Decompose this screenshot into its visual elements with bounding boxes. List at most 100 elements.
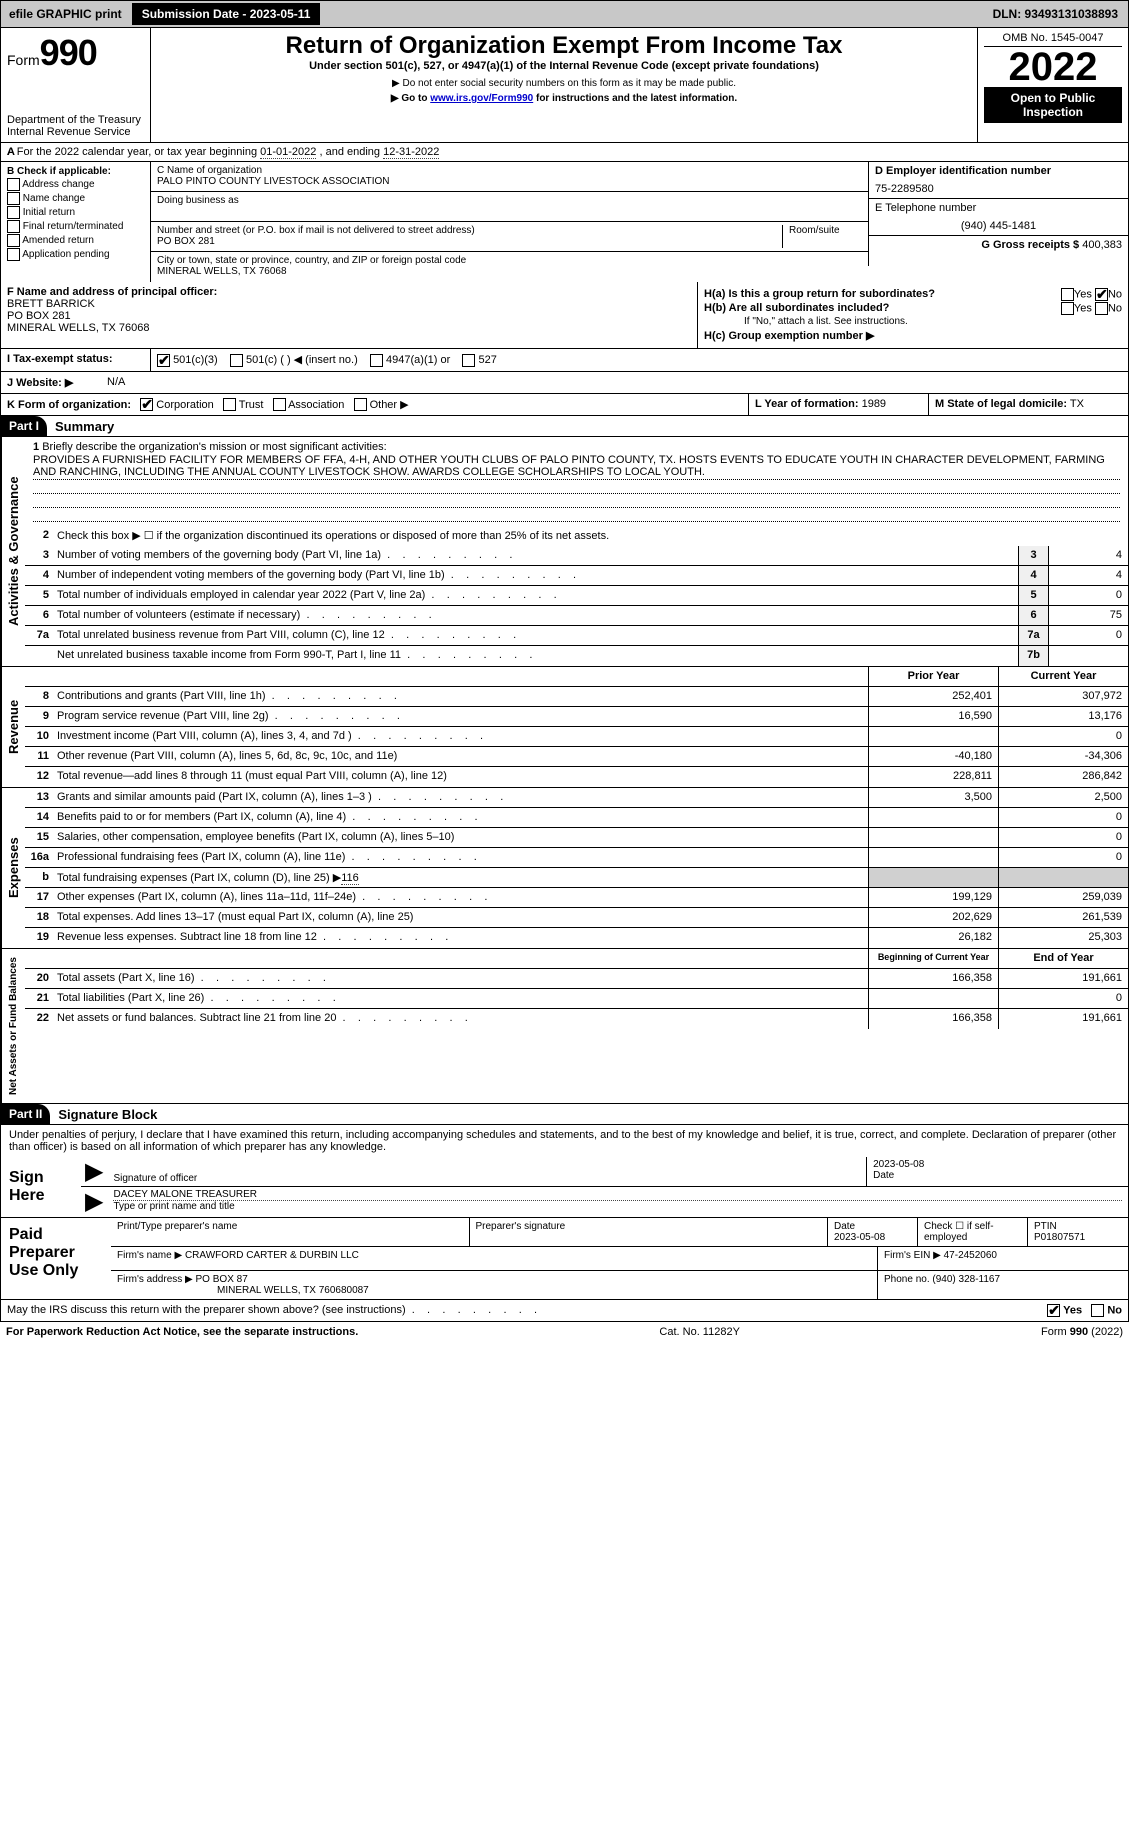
prep-sig-label: Preparer's signature [470,1218,829,1246]
check-527[interactable] [462,354,475,367]
check-other[interactable] [354,398,367,411]
room-label: Room/suite [789,225,862,236]
officer-name: BRETT BARRICK [7,298,691,310]
org-info-grid: B Check if applicable: Address change Na… [0,162,1129,282]
mission-box: 1 Briefly describe the organization's mi… [25,437,1128,526]
check-final-return[interactable]: Final return/terminated [7,220,144,233]
line6: Total number of volunteers (estimate if … [53,606,1018,625]
line4-val: 4 [1048,566,1128,585]
paid-preparer-block: Paid Preparer Use Only Print/Type prepar… [0,1218,1129,1300]
signer-name-label: Type or print name and title [113,1201,1122,1212]
addr-label: Number and street (or P.O. box if mail i… [157,225,782,236]
discuss-yes-check[interactable] [1047,1304,1060,1317]
part1-header: Part I Summary [0,416,1129,437]
line10: Investment income (Part VIII, column (A)… [53,727,868,746]
check-501c3[interactable] [157,354,170,367]
officer-addr1: PO BOX 281 [7,310,691,322]
line17: Other expenses (Part IX, column (A), lin… [53,888,868,907]
check-501c[interactable] [230,354,243,367]
line11: Other revenue (Part VIII, column (A), li… [53,747,868,766]
firm-addr2: MINERAL WELLS, TX 760680087 [217,1285,369,1296]
dept-treasury: Department of the Treasury [7,114,144,126]
check-amended[interactable]: Amended return [7,234,144,247]
firm-addr: PO BOX 87 [196,1274,248,1285]
ssn-warning: ▶ Do not enter social security numbers o… [157,78,971,89]
declaration: Under penalties of perjury, I declare th… [0,1125,1129,1157]
open-public-badge: Open to Public Inspection [984,87,1122,123]
paperwork-notice: For Paperwork Reduction Act Notice, see … [6,1326,358,1338]
col-prior: Prior Year [868,667,998,686]
instructions-link[interactable]: www.irs.gov/Form990 [430,93,533,104]
efile-label: efile GRAPHIC print [3,7,128,21]
netassets-block: Net Assets or Fund Balances Beginning of… [0,949,1129,1104]
form-number: Form990 [7,32,144,74]
check-app-pending[interactable]: Application pending [7,248,144,261]
website-value: N/A [101,372,1128,393]
hb-note: If "No," attach a list. See instructions… [704,316,1122,327]
preparer-label: Paid Preparer Use Only [1,1218,111,1299]
form-footer: Form 990 (2022) [1041,1326,1123,1338]
line18: Total expenses. Add lines 13–17 (must eq… [53,908,868,927]
check-name-change[interactable]: Name change [7,192,144,205]
city-value: MINERAL WELLS, TX 76068 [157,266,862,277]
revenue-block: Revenue Prior YearCurrent Year 8Contribu… [0,667,1129,788]
officer-h-section: F Name and address of principal officer:… [0,282,1129,349]
tab-activities-governance: Activities & Governance [1,437,25,666]
expenses-block: Expenses 13Grants and similar amounts pa… [0,788,1129,949]
bottom-row: For Paperwork Reduction Act Notice, see … [0,1322,1129,1342]
part2-header: Part II Signature Block [0,1104,1129,1125]
ha-yes-check[interactable] [1061,288,1074,301]
check-corp[interactable] [140,398,153,411]
line13: Grants and similar amounts paid (Part IX… [53,788,868,807]
line7a-val: 0 [1048,626,1128,645]
line20: Total assets (Part X, line 16) [53,969,868,988]
instructions-line: ▶ Go to www.irs.gov/Form990 for instruct… [157,93,971,104]
line5: Total number of individuals employed in … [53,586,1018,605]
website-row: J Website: ▶ N/A [0,372,1129,394]
check-4947[interactable] [370,354,383,367]
phone-label: E Telephone number [875,202,1122,214]
year-formation: 1989 [862,398,886,410]
tax-status-row: I Tax-exempt status: 501(c)(3) 501(c) ( … [0,349,1129,372]
line8: Contributions and grants (Part VIII, lin… [53,687,868,706]
check-assoc[interactable] [273,398,286,411]
discuss-no-check[interactable] [1091,1304,1104,1317]
hb-no-check[interactable] [1095,302,1108,315]
sig-officer-label: Signature of officer [113,1173,860,1184]
prep-date: 2023-05-08 [834,1232,885,1243]
prep-name-label: Print/Type preparer's name [111,1218,470,1246]
line9: Program service revenue (Part VIII, line… [53,707,868,726]
sign-arrow-icon-2: ▶ [81,1187,107,1217]
state-domicile: TX [1070,398,1084,410]
sign-here-block: Sign Here ▶ Signature of officer 2023-05… [0,1157,1129,1218]
ha-no-check[interactable] [1095,288,1108,301]
section-c: C Name of organization PALO PINTO COUNTY… [151,162,868,282]
tab-netassets: Net Assets or Fund Balances [1,949,25,1103]
section-f: F Name and address of principal officer:… [1,282,698,348]
submission-date-button[interactable]: Submission Date - 2023-05-11 [132,3,321,25]
hb-yes-check[interactable] [1061,302,1074,315]
sig-date-val: 2023-05-08 [873,1159,1122,1170]
line16a: Professional fundraising fees (Part IX, … [53,848,868,867]
line6-val: 75 [1048,606,1128,625]
signer-name: DACEY MALONE TREASURER [113,1189,1122,1201]
section-h: H(a) Is this a group return for subordin… [698,282,1128,348]
street-address: PO BOX 281 [157,236,782,247]
mission-text: PROVIDES A FURNISHED FACILITY FOR MEMBER… [33,453,1120,480]
section-de: D Employer identification number 75-2289… [868,162,1128,282]
line7a: Total unrelated business revenue from Pa… [53,626,1018,645]
check-address-change[interactable]: Address change [7,178,144,191]
sign-here-label: Sign Here [1,1157,81,1217]
line14: Benefits paid to or for members (Part IX… [53,808,868,827]
hc-label: H(c) Group exemption number ▶ [704,330,874,342]
ein-label: D Employer identification number [875,165,1122,177]
firm-ein: 47-2452060 [944,1250,997,1261]
check-initial-return[interactable]: Initial return [7,206,144,219]
irs-label: Internal Revenue Service [7,126,144,138]
check-trust[interactable] [223,398,236,411]
cat-no: Cat. No. 11282Y [659,1326,740,1338]
line22: Net assets or fund balances. Subtract li… [53,1009,868,1029]
line5-val: 0 [1048,586,1128,605]
city-label: City or town, state or province, country… [157,255,862,266]
activities-governance-block: Activities & Governance 1 Briefly descri… [0,437,1129,667]
